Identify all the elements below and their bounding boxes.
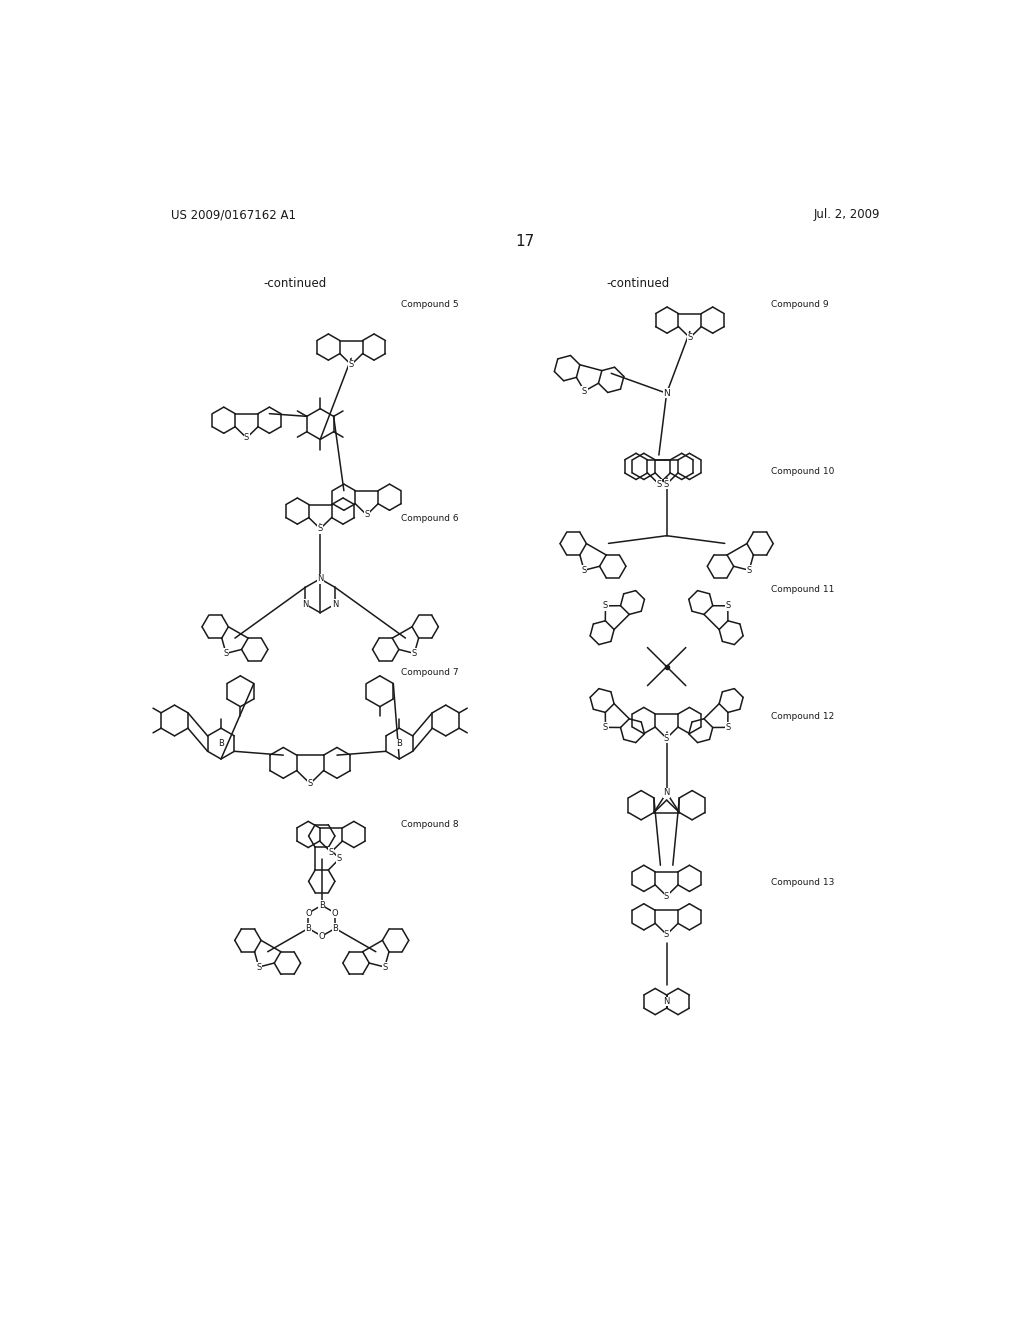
Text: B: B xyxy=(332,924,338,933)
Text: B: B xyxy=(396,739,402,748)
Text: S: S xyxy=(664,734,670,743)
Text: Jul. 2, 2009: Jul. 2, 2009 xyxy=(813,209,880,222)
Text: Compound 7: Compound 7 xyxy=(400,668,459,677)
Text: 17: 17 xyxy=(515,234,535,249)
Text: Compound 11: Compound 11 xyxy=(771,585,835,594)
Text: O: O xyxy=(332,908,339,917)
Text: N: N xyxy=(664,389,670,397)
Text: US 2009/0167162 A1: US 2009/0167162 A1 xyxy=(171,209,296,222)
Text: S: S xyxy=(603,723,608,731)
Text: S: S xyxy=(244,433,249,442)
Text: S: S xyxy=(382,962,387,972)
Text: S: S xyxy=(603,602,608,610)
Text: S: S xyxy=(746,566,752,574)
Text: S: S xyxy=(412,649,417,657)
Text: S: S xyxy=(337,854,342,863)
Text: B: B xyxy=(218,739,224,748)
Text: S: S xyxy=(348,360,354,370)
Text: B: B xyxy=(305,924,311,933)
Text: Compound 10: Compound 10 xyxy=(771,467,835,477)
Text: S: S xyxy=(582,387,587,396)
Text: -continued: -continued xyxy=(263,277,327,289)
Text: S: S xyxy=(725,602,730,610)
Text: S: S xyxy=(256,962,261,972)
Text: N: N xyxy=(332,599,338,609)
Text: Compound 6: Compound 6 xyxy=(400,515,459,523)
Text: N: N xyxy=(317,574,324,583)
Text: N: N xyxy=(664,788,670,797)
Text: S: S xyxy=(317,524,323,533)
Text: S: S xyxy=(664,931,670,939)
Text: S: S xyxy=(365,511,370,519)
Text: -continued: -continued xyxy=(606,277,670,289)
Text: N: N xyxy=(664,997,670,1006)
Text: O: O xyxy=(305,908,311,917)
Text: Compound 5: Compound 5 xyxy=(400,300,459,309)
Text: S: S xyxy=(329,847,334,857)
Text: S: S xyxy=(725,723,730,731)
Text: O: O xyxy=(318,932,325,941)
Text: Compound 9: Compound 9 xyxy=(771,300,828,309)
Text: N: N xyxy=(302,599,308,609)
Text: Compound 12: Compound 12 xyxy=(771,713,835,721)
Text: S: S xyxy=(656,479,662,488)
Text: S: S xyxy=(664,479,670,488)
Text: S: S xyxy=(223,649,228,657)
Text: S: S xyxy=(582,566,587,574)
Text: B: B xyxy=(318,900,325,909)
Text: S: S xyxy=(687,333,692,342)
Text: Compound 8: Compound 8 xyxy=(400,820,459,829)
Text: S: S xyxy=(307,779,312,788)
Text: Compound 13: Compound 13 xyxy=(771,878,835,887)
Text: S: S xyxy=(664,891,670,900)
